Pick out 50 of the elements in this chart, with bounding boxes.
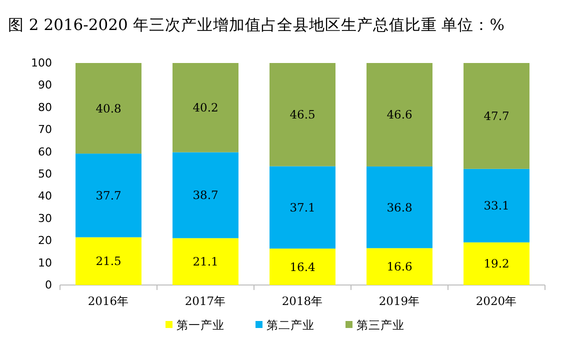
data-label: 46.5 — [290, 108, 316, 122]
chart-title: 图 2 2016-2020 年三次产业增加值占全县地区生产总值比重 单位：% — [8, 16, 504, 34]
data-label: 37.1 — [290, 200, 316, 214]
x-tick-label: 2017年 — [184, 294, 226, 308]
data-label: 36.8 — [386, 200, 412, 214]
y-tick-label: 40 — [38, 190, 52, 203]
y-tick-label: 10 — [38, 256, 52, 270]
data-label: 19.2 — [484, 256, 510, 271]
bar — [172, 152, 238, 238]
data-label: 16.6 — [386, 260, 412, 274]
bar — [464, 168, 530, 242]
bar — [270, 166, 336, 249]
bar — [270, 248, 336, 285]
data-label: 33.1 — [484, 198, 510, 213]
y-tick-label: 80 — [38, 100, 52, 114]
bar — [76, 63, 142, 154]
y-tick-label: 90 — [38, 78, 52, 92]
data-label: 21.5 — [96, 254, 122, 268]
data-label: 16.4 — [290, 260, 316, 274]
y-tick-label: 100 — [31, 56, 52, 70]
data-label: 38.7 — [192, 188, 218, 202]
bar — [366, 248, 432, 285]
y-tick-label: 50 — [38, 168, 52, 181]
bar — [76, 154, 142, 238]
data-label: 46.6 — [386, 108, 412, 122]
bar — [270, 63, 336, 166]
y-tick-label: 0 — [45, 278, 52, 292]
data-label: 21.1 — [192, 254, 218, 269]
legend-label: 第三产业 — [356, 318, 404, 332]
data-label: 40.8 — [96, 101, 122, 116]
x-tick-label: 2020年 — [476, 294, 518, 308]
bar — [76, 237, 142, 285]
bar — [464, 63, 530, 169]
bar — [172, 238, 238, 285]
bar — [366, 166, 432, 248]
legend-label: 第二产业 — [266, 318, 314, 332]
bar — [366, 63, 432, 166]
y-tick-label: 60 — [38, 145, 52, 158]
data-label: 37.7 — [96, 188, 122, 202]
x-tick-label: 2019年 — [378, 294, 420, 308]
legend-label: 第一产业 — [176, 318, 224, 332]
x-tick-label: 2018年 — [282, 294, 324, 308]
bar — [464, 242, 530, 285]
y-tick-label: 70 — [38, 123, 52, 136]
bar — [172, 63, 238, 152]
y-tick-label: 30 — [38, 212, 52, 225]
data-label: 40.2 — [192, 100, 218, 115]
x-tick-label: 2016年 — [88, 294, 130, 308]
data-label: 47.7 — [484, 108, 510, 123]
y-tick-label: 20 — [38, 234, 52, 248]
